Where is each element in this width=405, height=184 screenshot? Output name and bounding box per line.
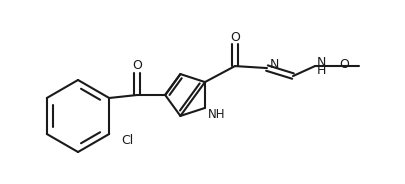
Text: Cl: Cl xyxy=(121,135,133,148)
Text: O: O xyxy=(230,31,239,44)
Text: H: H xyxy=(316,63,326,77)
Text: O: O xyxy=(132,59,142,72)
Text: O: O xyxy=(338,58,348,71)
Text: N: N xyxy=(316,56,326,69)
Text: NH: NH xyxy=(207,108,225,121)
Text: N: N xyxy=(269,58,279,71)
